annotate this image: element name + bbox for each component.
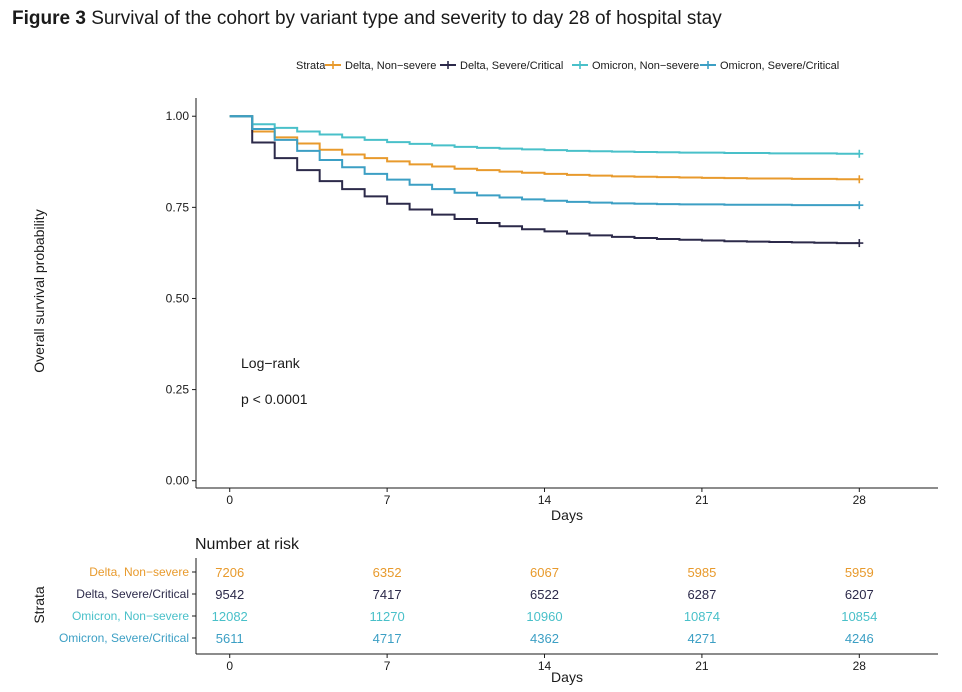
risk-row-label: Delta, Severe/Critical [76,587,189,601]
figure-label: Figure 3 [12,8,86,29]
legend-item: Delta, Severe/Critical [440,60,563,72]
risk-count: 11270 [370,609,405,624]
x-tick-label: 0 [226,493,233,507]
risk-count: 7206 [215,565,244,580]
legend-item: Omicron, Non−severe [572,60,699,72]
legend-item: Delta, Non−severe [325,60,436,72]
risk-table-y-label: Strata [31,586,47,624]
annotation-logrank: Log−rank [241,355,301,371]
risk-row-label: Omicron, Severe/Critical [59,631,189,645]
risk-count: 10874 [684,609,720,624]
risk-table-title: Number at risk [195,536,300,553]
main-axes: 0.00 0.25 0.50 0.75 1.00 0 7 14 21 28 [166,98,938,507]
risk-table: Delta, Non−severe 7206 6352 6067 5985 5959 Del… [59,558,938,673]
legend: Strata Delta, Non−severe Delta, Severe/Cr… [296,60,839,72]
risk-count: 4271 [687,631,716,646]
censor-mark [855,149,864,158]
risk-count: 4246 [845,631,874,646]
risk-count: 5959 [845,565,874,580]
risk-count: 10854 [841,609,877,624]
x-tick-label: 7 [384,493,391,507]
y-tick-label: 1.00 [166,109,190,123]
survival-curves [229,115,864,248]
legend-label: Delta, Non−severe [345,60,436,72]
risk-count: 12082 [212,609,248,624]
y-axis-label: Overall survival probability [31,209,47,372]
survival-curve-series [229,115,860,245]
risk-count: 6352 [373,565,402,580]
legend-label: Delta, Severe/Critical [460,60,563,72]
risk-x-tick-label: 14 [538,659,552,673]
risk-table-x-label: Days [551,669,583,685]
risk-count: 6067 [530,565,559,580]
risk-count: 6522 [530,587,559,602]
x-tick-label: 14 [538,493,552,507]
legend-label: Omicron, Non−severe [592,60,699,72]
risk-x-tick-label: 0 [226,659,233,673]
censor-mark [855,201,864,210]
survival-curve-series [229,115,860,155]
y-tick-label: 0.75 [166,200,190,214]
risk-count: 9542 [215,587,244,602]
risk-count: 6287 [687,587,716,602]
censor-mark [855,175,864,184]
y-tick-label: 0.25 [166,383,190,397]
risk-count: 4717 [373,631,402,646]
y-tick-label: 0.00 [166,474,190,488]
risk-count: 5611 [216,631,244,646]
risk-x-tick-label: 7 [384,659,391,673]
x-tick-label: 21 [695,493,709,507]
annotation-pvalue: p < 0.0001 [241,391,308,407]
censor-mark [855,239,864,248]
risk-count: 7417 [373,587,402,602]
survival-curve-series [229,115,860,181]
y-tick-label: 0.50 [166,291,190,305]
risk-count: 10960 [526,609,562,624]
risk-row-label: Omicron, Non−severe [72,609,189,623]
risk-x-tick-label: 21 [695,659,709,673]
x-axis-label: Days [551,507,583,523]
risk-count: 5985 [687,565,716,580]
survival-curve-series [229,115,860,207]
figure-title: Figure 3 Survival of the cohort by varia… [12,8,722,30]
risk-x-tick-label: 28 [853,659,867,673]
legend-title: Strata [296,60,326,72]
risk-row-label: Delta, Non−severe [89,565,189,579]
legend-label: Omicron, Severe/Critical [720,60,839,72]
figure-caption: Survival of the cohort by variant type a… [91,8,722,29]
legend-item: Omicron, Severe/Critical [700,60,839,72]
x-tick-label: 28 [853,493,867,507]
risk-count: 6207 [845,587,874,602]
risk-count: 4362 [530,631,559,646]
